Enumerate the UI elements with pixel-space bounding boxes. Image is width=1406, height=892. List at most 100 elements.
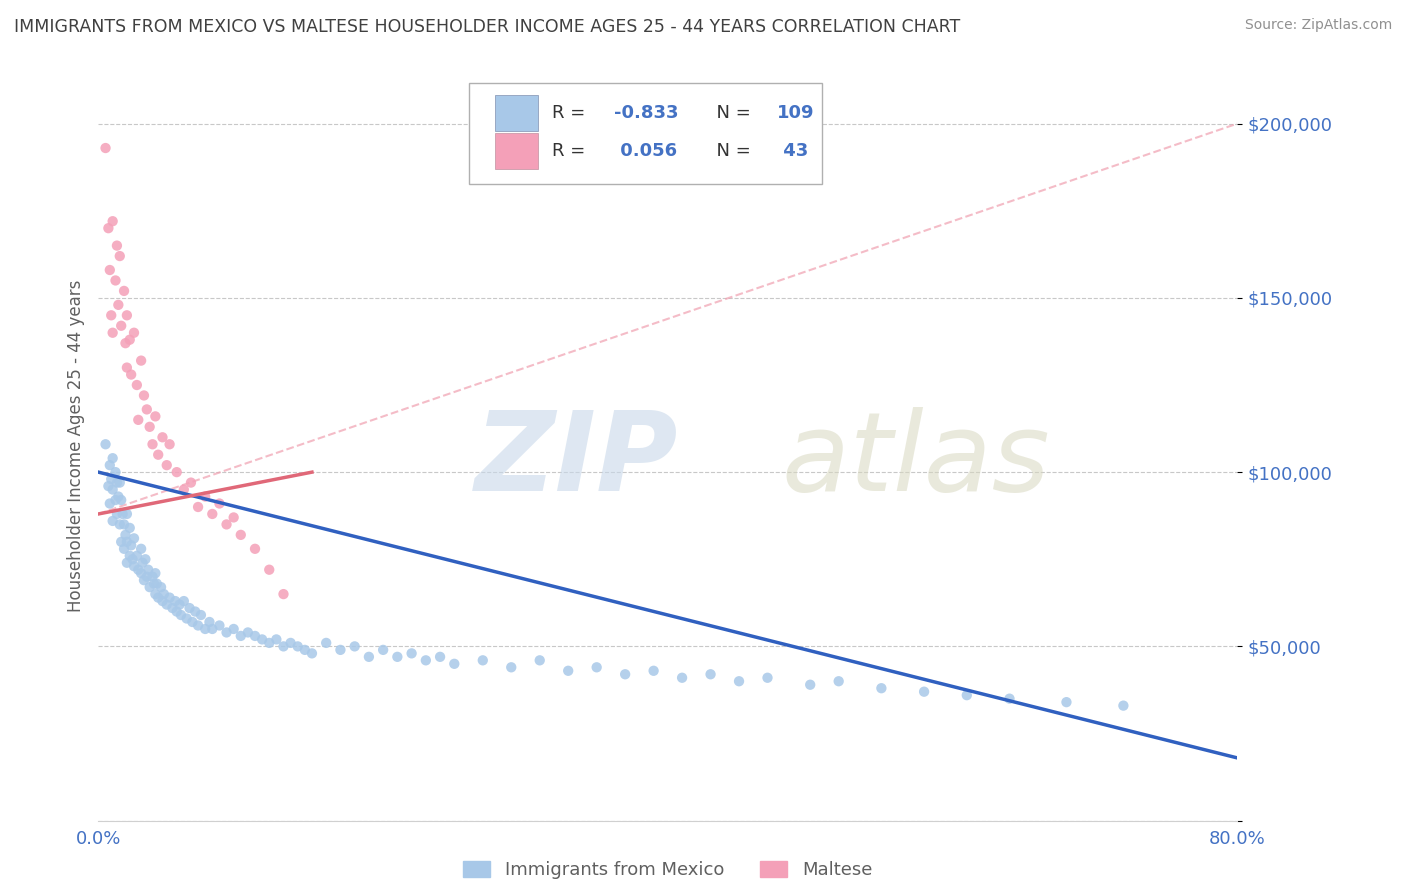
Point (104, 273, 127, 287)
Point (118, 549, 141, 563)
Point (112, 284, 135, 298)
Point (301, 646, 323, 660)
Point (828, 674, 851, 689)
Point (112, 517, 135, 532)
Point (110, 493, 132, 508)
Point (870, 681, 893, 696)
Point (131, 556, 153, 570)
Point (912, 684, 935, 698)
Point (101, 483, 124, 497)
Point (501, 660, 523, 674)
Text: 0.056: 0.056 (614, 142, 678, 160)
FancyBboxPatch shape (495, 95, 538, 131)
Point (250, 632, 273, 647)
Point (373, 643, 395, 657)
Point (108, 249, 131, 263)
Point (166, 465, 188, 479)
Point (152, 430, 174, 444)
Point (259, 636, 281, 650)
Point (108, 517, 131, 532)
Point (329, 643, 352, 657)
Point (132, 388, 155, 402)
Point (97, 479, 120, 493)
Point (315, 636, 337, 650)
Point (98, 458, 121, 472)
Point (165, 594, 187, 608)
Point (104, 465, 127, 479)
Point (222, 622, 245, 636)
Point (105, 507, 128, 521)
Point (125, 549, 148, 563)
Point (699, 667, 721, 681)
Text: ZIP: ZIP (475, 408, 679, 515)
Point (129, 566, 152, 581)
Point (120, 538, 142, 552)
Point (104, 493, 127, 508)
Point (273, 587, 295, 601)
Point (184, 605, 207, 619)
Point (236, 625, 259, 640)
Point (243, 541, 266, 556)
Point (187, 500, 209, 514)
Point (127, 413, 149, 427)
Point (401, 646, 423, 660)
Point (146, 576, 169, 591)
Point (198, 615, 221, 629)
Point (110, 318, 132, 333)
Point (343, 640, 366, 654)
Text: Source: ZipAtlas.com: Source: ZipAtlas.com (1244, 18, 1392, 32)
Point (115, 507, 138, 521)
Point (287, 640, 309, 654)
Point (132, 573, 155, 587)
Point (357, 649, 380, 664)
Point (443, 657, 465, 671)
Point (114, 336, 136, 351)
Text: 43: 43 (778, 142, 808, 160)
Point (173, 483, 195, 497)
Point (134, 552, 156, 566)
Point (125, 378, 148, 392)
Point (108, 475, 131, 490)
Point (557, 664, 579, 678)
Point (756, 671, 779, 685)
Point (141, 570, 163, 584)
Point (135, 570, 157, 584)
Point (145, 409, 167, 424)
Point (956, 688, 979, 702)
Point (120, 368, 142, 382)
Point (215, 625, 238, 640)
Point (179, 601, 201, 615)
Point (266, 632, 288, 647)
Point (150, 580, 173, 594)
Legend: Immigrants from Mexico, Maltese: Immigrants from Mexico, Maltese (456, 854, 880, 887)
Point (118, 333, 141, 347)
Text: atlas: atlas (782, 408, 1050, 515)
Point (114, 528, 136, 542)
Point (101, 451, 124, 466)
Point (129, 541, 152, 556)
Point (1112, 698, 1135, 713)
Y-axis label: Householder Income Ages 25 - 44 years: Householder Income Ages 25 - 44 years (66, 280, 84, 612)
Point (153, 587, 176, 601)
Point (643, 664, 665, 678)
Point (115, 534, 138, 549)
Point (94, 141, 117, 155)
Point (208, 496, 231, 510)
Point (280, 636, 302, 650)
Point (127, 563, 149, 577)
Point (110, 534, 132, 549)
Point (162, 601, 184, 615)
Point (229, 528, 252, 542)
Point (728, 674, 751, 689)
Point (97, 221, 120, 235)
Point (142, 576, 165, 591)
Point (129, 353, 152, 368)
Text: R =: R = (551, 142, 591, 160)
Text: -0.833: -0.833 (614, 104, 679, 122)
Point (415, 653, 437, 667)
Point (471, 653, 494, 667)
Point (107, 490, 129, 504)
Text: IMMIGRANTS FROM MEXICO VS MALTESE HOUSEHOLDER INCOME AGES 25 - 44 YEARS CORRELAT: IMMIGRANTS FROM MEXICO VS MALTESE HOUSEH… (14, 18, 960, 36)
Point (156, 458, 179, 472)
Text: N =: N = (706, 104, 756, 122)
